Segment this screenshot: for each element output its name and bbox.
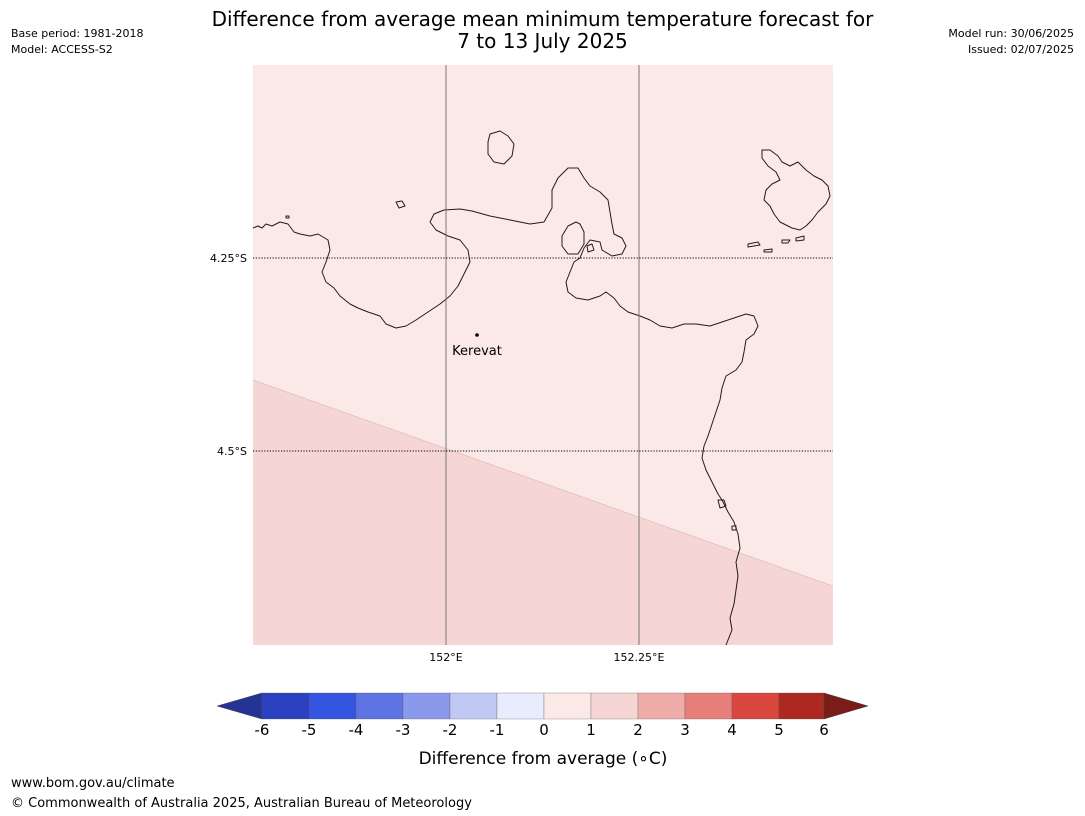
island-north	[487, 130, 515, 165]
footer-copyright: © Commonwealth of Australia 2025, Austra…	[11, 796, 472, 811]
islet-east-3	[781, 239, 791, 244]
colorbar-bin	[543, 692, 592, 720]
colorbar-bin	[590, 692, 639, 720]
graticule	[253, 65, 833, 645]
islet-east-4	[795, 235, 805, 242]
zone-1-to-2	[253, 380, 833, 645]
coastline-islet-1	[586, 243, 595, 253]
islet-east-1	[747, 241, 761, 248]
colorbar-tick-label: -2	[443, 721, 458, 739]
base-period-text: Base period: 1981-2018	[11, 27, 144, 40]
colorbar-tick-label: 3	[680, 721, 690, 739]
lat-label-4-25s: 4.25°S	[210, 252, 247, 265]
colorbar-tick-label: -1	[490, 721, 505, 739]
coastline	[252, 130, 831, 646]
colorbar-tick-label: 0	[539, 721, 549, 739]
map-title: Difference from average mean minimum tem…	[190, 8, 895, 52]
colorbar-tick-label: 2	[633, 721, 643, 739]
colorbar-bin	[449, 692, 498, 720]
colorbar-bin	[261, 692, 310, 720]
colorbar-tick-label: -6	[255, 721, 270, 739]
coastline-inlet	[561, 221, 585, 255]
model-text: Model: ACCESS-S2	[11, 43, 113, 56]
footer-url: www.bom.gov.au/climate	[11, 776, 175, 791]
colorbar-tick-label: 6	[819, 721, 829, 739]
colorbar-extend-low	[216, 692, 263, 720]
island-north-east	[761, 149, 831, 231]
issued-text: Issued: 02/07/2025	[967, 43, 1074, 56]
colorbar-bin	[637, 692, 686, 720]
islet-east-6	[731, 525, 737, 531]
model-run-text: Model run: 30/06/2025	[948, 27, 1074, 40]
header-meta-right: Model run: 30/06/2025 Issued: 02/07/2025	[948, 26, 1074, 58]
islet-east-2	[763, 248, 773, 253]
colorbar-bin	[684, 692, 733, 720]
lon-label-152e: 152°E	[429, 651, 462, 664]
colorbar-bin	[402, 692, 451, 720]
islet-west	[285, 215, 290, 219]
lon-label-152-25e: 152.25°E	[614, 651, 665, 664]
colorbar-tick-label: 4	[727, 721, 737, 739]
colorbar-bin	[355, 692, 404, 720]
islet-east-5	[717, 499, 727, 509]
title-line-2: 7 to 13 July 2025	[457, 29, 628, 53]
colorbar-tick-label: 5	[774, 721, 784, 739]
colorbar-extend-high	[823, 692, 869, 720]
colorbar-tick-label: -5	[302, 721, 317, 739]
colorbar-title: Difference from average (∘C)	[419, 749, 668, 769]
kerevat-marker	[475, 333, 479, 337]
kerevat-label: Kerevat	[452, 344, 502, 359]
title-line-1: Difference from average mean minimum tem…	[211, 7, 874, 31]
colorbar-tick-label: 1	[586, 721, 596, 739]
colorbar: -6 -5 -4 -3 -2 -1 0 1 2 3 4 5 6 Differen…	[216, 692, 869, 769]
colorbar-bin	[778, 692, 825, 720]
colorbar-tick-label: -4	[349, 721, 364, 739]
header-meta-left: Base period: 1981-2018 Model: ACCESS-S2	[11, 26, 143, 58]
zone-boundary	[252, 379, 834, 587]
lat-label-4-5s: 4.5°S	[217, 445, 247, 458]
colorbar-bin	[496, 692, 545, 720]
islet-north-west	[395, 200, 406, 209]
colorbar-tick-label: -3	[396, 721, 411, 739]
colorbar-bin	[731, 692, 780, 720]
coastline-main	[252, 167, 759, 646]
colorbar-bin	[308, 692, 357, 720]
